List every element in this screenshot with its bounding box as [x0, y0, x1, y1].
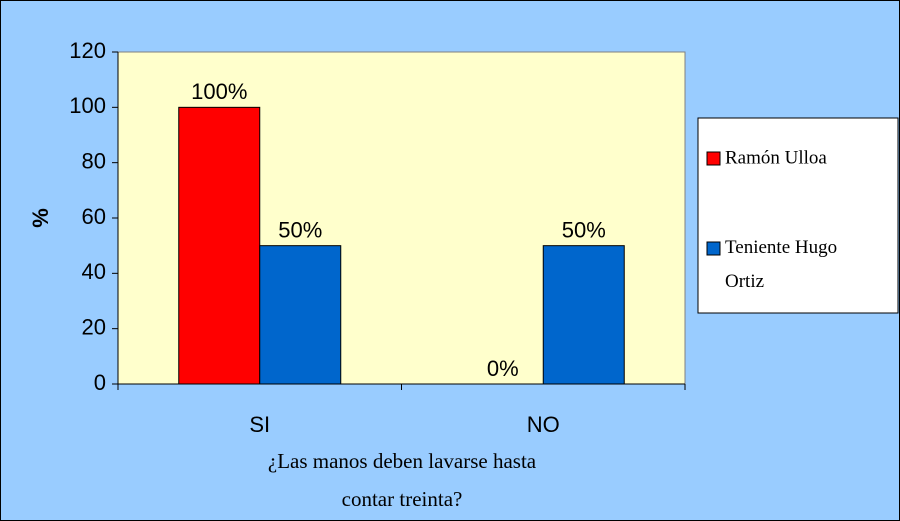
- value-label: 50%: [278, 217, 322, 242]
- x-axis-label: ¿Las manos deben lavarse hasta contar tr…: [267, 449, 537, 511]
- legend-swatch: [706, 241, 721, 256]
- y-tick-label: 40: [82, 259, 106, 284]
- x-axis-label-box: ¿Las manos deben lavarse hasta contar tr…: [267, 449, 537, 511]
- value-label: 0%: [487, 356, 519, 381]
- bar: [542, 245, 625, 385]
- x-tick-label: NO: [527, 412, 560, 437]
- legend-label: Teniente Hugo Ortiz: [725, 237, 837, 292]
- value-label: 50%: [562, 217, 606, 242]
- value-label: 100%: [191, 79, 247, 104]
- x-tick-label: SI: [249, 412, 270, 437]
- legend: [697, 117, 899, 314]
- y-tick-label: 20: [82, 314, 106, 339]
- bar: [259, 245, 342, 385]
- y-tick-label: 80: [82, 148, 106, 173]
- y-tick-label: 60: [82, 204, 106, 229]
- y-tick-label: 120: [69, 38, 106, 63]
- y-tick-label: 100: [69, 93, 106, 118]
- legend-swatch: [706, 151, 721, 166]
- y-tick-label: 0: [94, 370, 106, 395]
- y-axis-label: %: [28, 208, 53, 228]
- legend-label: Ramón Ulloa: [725, 147, 827, 168]
- bar: [178, 106, 261, 385]
